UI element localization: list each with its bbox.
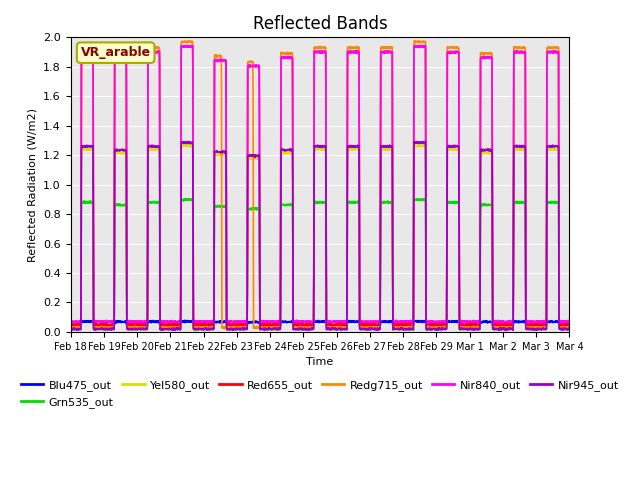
- Text: VR_arable: VR_arable: [81, 46, 151, 59]
- Line: Redg715_out: Redg715_out: [70, 41, 570, 329]
- Blu475_out: [124, 324, 131, 329]
- Blu475_out: [280, 319, 287, 325]
- Line: Nir945_out: Nir945_out: [70, 142, 570, 331]
- Grn535_out: [153, 199, 161, 205]
- Blu475_out: [556, 323, 564, 328]
- Yel580_out: [420, 142, 428, 147]
- Grn535_out: [502, 326, 510, 332]
- Yel580_out: [566, 326, 573, 332]
- Red655_out: [502, 323, 510, 328]
- Title: Reflected Bands: Reflected Bands: [253, 15, 387, 33]
- Nir840_out: [153, 49, 161, 55]
- Red655_out: [490, 323, 497, 329]
- Nir840_out: [412, 43, 420, 48]
- Blu475_out: [153, 319, 161, 324]
- Yel580_out: [502, 326, 510, 332]
- Y-axis label: Reflected Radiation (W/m2): Reflected Radiation (W/m2): [28, 108, 38, 262]
- Grn535_out: [67, 325, 74, 331]
- Nir945_out: [258, 326, 266, 332]
- Redg715_out: [412, 38, 419, 44]
- Red655_out: [280, 56, 287, 61]
- Blu475_out: [67, 323, 74, 328]
- Red655_out: [556, 321, 564, 327]
- Nir945_out: [67, 326, 74, 332]
- Red655_out: [566, 322, 573, 327]
- Redg715_out: [258, 325, 266, 331]
- Nir945_out: [153, 144, 161, 150]
- Nir840_out: [67, 318, 74, 324]
- Line: Yel580_out: Yel580_out: [70, 144, 570, 330]
- Nir945_out: [556, 326, 564, 332]
- Red655_out: [258, 322, 266, 327]
- Nir840_out: [502, 319, 510, 325]
- Nir945_out: [124, 326, 131, 332]
- Nir840_out: [556, 318, 564, 324]
- Yel580_out: [67, 325, 74, 331]
- Yel580_out: [153, 146, 161, 152]
- Blu475_out: [403, 324, 410, 330]
- Blu475_out: [502, 323, 510, 329]
- Grn535_out: [124, 326, 131, 332]
- Redg715_out: [369, 326, 376, 332]
- Line: Grn535_out: Grn535_out: [70, 199, 570, 331]
- Red655_out: [67, 321, 74, 327]
- Nir945_out: [502, 327, 510, 333]
- Redg715_out: [124, 325, 131, 331]
- Yel580_out: [305, 327, 312, 333]
- Blu475_out: [189, 317, 196, 323]
- Yel580_out: [556, 326, 564, 332]
- Line: Nir840_out: Nir840_out: [70, 46, 570, 323]
- Yel580_out: [280, 150, 287, 156]
- Nir840_out: [124, 318, 131, 324]
- Nir840_out: [258, 318, 266, 324]
- Line: Blu475_out: Blu475_out: [70, 320, 570, 327]
- Yel580_out: [258, 326, 266, 332]
- Grn535_out: [566, 326, 573, 332]
- Red655_out: [184, 43, 191, 48]
- Blu475_out: [258, 324, 266, 330]
- Grn535_out: [192, 328, 200, 334]
- Nir945_out: [566, 325, 573, 331]
- Legend: Blu475_out, Grn535_out, Yel580_out, Red655_out, Redg715_out, Nir840_out, Nir945_: Blu475_out, Grn535_out, Yel580_out, Red6…: [17, 376, 623, 412]
- Red655_out: [124, 322, 131, 327]
- Nir945_out: [180, 139, 188, 144]
- Redg715_out: [153, 45, 161, 51]
- X-axis label: Time: Time: [307, 357, 333, 367]
- Blu475_out: [566, 323, 573, 329]
- Redg715_out: [67, 324, 74, 330]
- Redg715_out: [280, 50, 287, 56]
- Grn535_out: [280, 203, 287, 208]
- Grn535_out: [182, 196, 189, 202]
- Redg715_out: [502, 324, 510, 330]
- Line: Red655_out: Red655_out: [70, 46, 570, 326]
- Nir840_out: [280, 55, 287, 60]
- Nir840_out: [324, 320, 332, 326]
- Yel580_out: [124, 326, 131, 332]
- Nir840_out: [566, 319, 573, 324]
- Grn535_out: [259, 327, 266, 333]
- Grn535_out: [556, 326, 564, 332]
- Nir945_out: [280, 147, 287, 153]
- Redg715_out: [566, 325, 573, 331]
- Red655_out: [153, 48, 161, 54]
- Nir945_out: [502, 328, 510, 334]
- Redg715_out: [556, 325, 564, 331]
